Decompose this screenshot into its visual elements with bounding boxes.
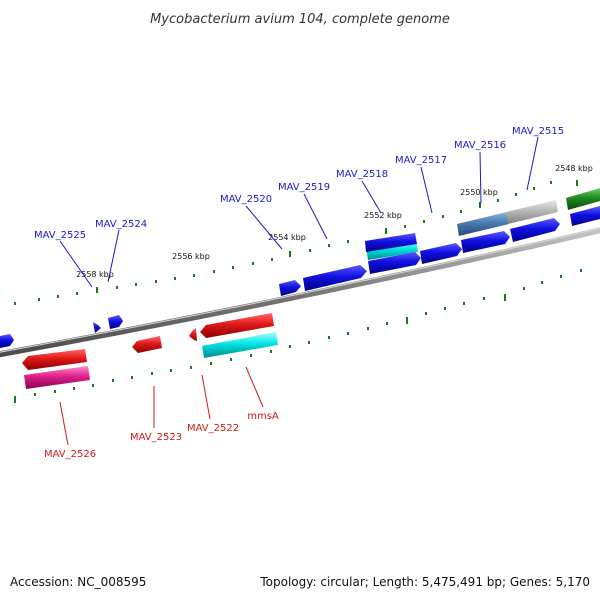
gene-label-mav-2526[interactable]: MAV_2526 [44,449,96,460]
tick-label-2550: 2550 kbp [460,188,498,197]
gene-label-mav-2523[interactable]: MAV_2523 [130,432,182,443]
gene-label-mav-2517[interactable]: MAV_2517 [395,155,447,166]
gene-feature-left-edge[interactable] [0,334,14,348]
gene-feature-mav-2526-magenta[interactable] [24,366,90,389]
gene-feature-right-edge[interactable] [570,206,600,226]
outer-tick-track [14,180,578,305]
gene-label-mav-2520[interactable]: MAV_2520 [220,194,272,205]
gene-feature-mav-2518b[interactable] [368,252,421,274]
tick-label-2558: 2558 kbp [76,270,114,279]
map-title: Mycobacterium avium 104, complete genome [150,12,450,27]
gene-feature-mav-2520[interactable] [279,280,301,296]
gene-feature-mav-2516[interactable] [461,231,510,253]
gene-feature-mav-2519[interactable] [303,265,367,291]
accession-text: Accession: NC_008595 [10,575,146,589]
genome-summary-text: Topology: circular; Length: 5,475,491 bp… [259,575,590,589]
label-leader-lines [59,136,539,446]
tick-label-2554: 2554 kbp [268,233,306,242]
gene-label-mav-2515[interactable]: MAV_2515 [512,126,564,137]
gene-feature-mav-2526[interactable] [22,349,87,370]
gene-feature-mav-2515-gray[interactable] [506,200,558,224]
genome-backbone-highlight [0,227,600,353]
tick-label-2556: 2556 kbp [172,252,210,261]
gene-feature-mmsa-cyan[interactable] [202,332,278,358]
gene-feature-mav-2517[interactable] [420,243,462,264]
gene-feature-mav-2524[interactable] [108,315,123,329]
reverse-strand-features [22,313,278,389]
gene-label-mav-2525[interactable]: MAV_2525 [34,230,86,241]
forward-strand-features [0,188,600,348]
gene-feature-mav-2523[interactable] [132,336,162,353]
tick-label-2548: 2548 kbp [555,164,593,173]
gene-feature-mav-2525[interactable] [93,322,101,333]
inner-tick-track [14,269,582,403]
gene-label-mav-2522[interactable]: MAV_2522 [187,423,239,434]
gene-feature-mav-2518[interactable] [365,233,417,252]
gene-feature-mav-2516-steel[interactable] [457,212,509,236]
gene-label-mav-2519[interactable]: MAV_2519 [278,182,330,193]
gene-label-mmsa[interactable]: mmsA [247,411,279,422]
gene-feature-green[interactable] [566,188,600,210]
tick-label-2552: 2552 kbp [364,211,402,220]
genome-backbone [0,227,600,358]
gene-label-mav-2516[interactable]: MAV_2516 [454,140,506,151]
gene-label-mav-2524[interactable]: MAV_2524 [95,219,147,230]
gene-feature-mav-2515[interactable] [510,218,560,242]
gene-feature-mmsa[interactable] [200,313,274,338]
gene-feature-mav-2522[interactable] [189,328,197,341]
gene-label-mav-2518[interactable]: MAV_2518 [336,169,388,180]
